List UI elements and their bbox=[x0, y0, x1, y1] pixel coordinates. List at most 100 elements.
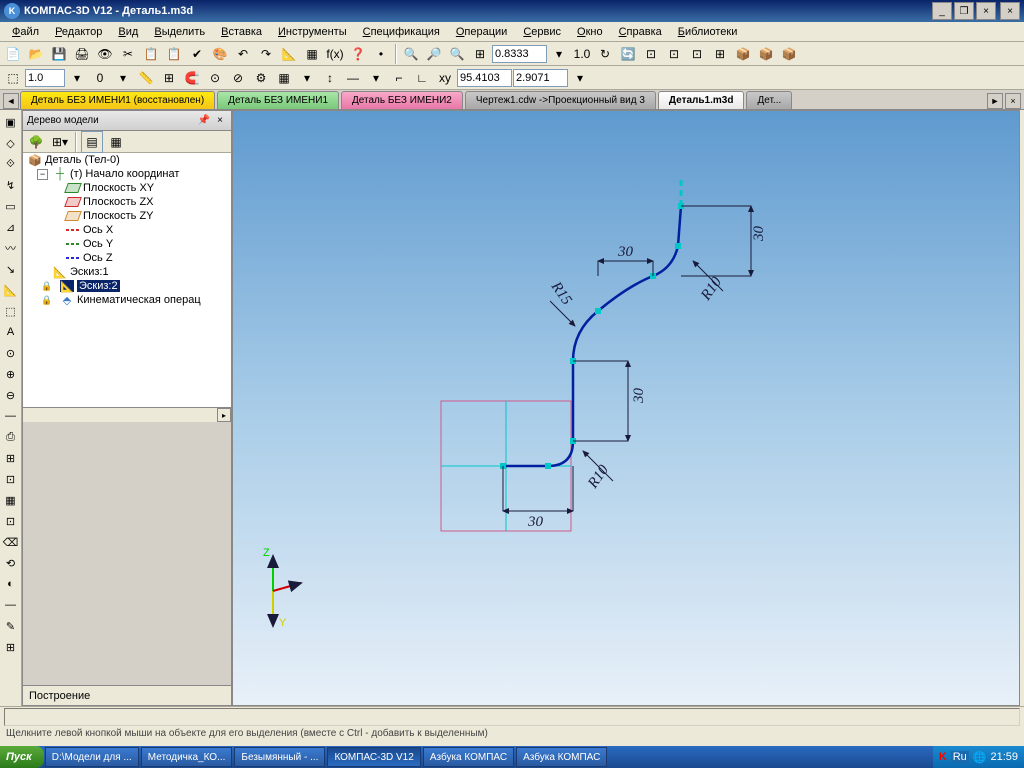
tree-kinematic-op[interactable]: 🔒⬘Кинематическая операц bbox=[23, 293, 231, 307]
scale-input[interactable] bbox=[25, 69, 65, 87]
doc-tab[interactable]: Деталь1.m3d bbox=[658, 91, 745, 109]
tree-close-button[interactable]: × bbox=[213, 114, 227, 128]
taskbar-item[interactable]: Азбука КОМПАС bbox=[516, 747, 607, 767]
tray-net-icon[interactable]: 🌐 bbox=[973, 751, 987, 764]
doc-tab[interactable]: Чертеж1.cdw ->Проекционный вид 3 bbox=[465, 91, 656, 109]
taskbar-item[interactable]: Азбука КОМПАС bbox=[423, 747, 514, 767]
toolbar-icon[interactable]: 1.0 bbox=[571, 43, 593, 65]
toolbar-icon[interactable]: ⊡ bbox=[640, 43, 662, 65]
doc-tab[interactable]: Дет... bbox=[746, 91, 792, 109]
toolbar-icon[interactable]: 📏 bbox=[135, 67, 157, 89]
toolbar-icon[interactable]: ⊘ bbox=[227, 67, 249, 89]
toolbar-icon[interactable]: ▦ bbox=[301, 43, 323, 65]
lefttool-icon[interactable]: ▦ bbox=[1, 490, 21, 510]
lefttool-icon[interactable]: — bbox=[1, 406, 21, 426]
toolbar-icon[interactable]: ❓ bbox=[347, 43, 369, 65]
secondary-close-button[interactable]: × bbox=[976, 2, 996, 20]
lefttool-icon[interactable]: ✎ bbox=[1, 616, 21, 636]
toolbar-icon[interactable]: ▾ bbox=[365, 67, 387, 89]
lefttool-icon[interactable]: ↘ bbox=[1, 259, 21, 279]
lefttool-icon[interactable]: ⬚ bbox=[1, 301, 21, 321]
tree-scroll-right[interactable]: ▸ bbox=[217, 408, 231, 422]
lefttool-icon[interactable]: ⊕ bbox=[1, 364, 21, 384]
toolbar-icon[interactable]: ✂ bbox=[117, 43, 139, 65]
toolbar-icon[interactable]: ⚙ bbox=[250, 67, 272, 89]
menu-операции[interactable]: Операции bbox=[448, 24, 515, 40]
toolbar-icon[interactable]: ∟ bbox=[411, 67, 433, 89]
toolbar-icon[interactable]: 🔍 bbox=[446, 43, 468, 65]
toolbar-icon[interactable]: 📐 bbox=[278, 43, 300, 65]
menu-справка[interactable]: Справка bbox=[611, 24, 670, 40]
lefttool-icon[interactable]: ▣ bbox=[1, 112, 21, 132]
lefttool-icon[interactable]: ⊿ bbox=[1, 217, 21, 237]
lefttool-icon[interactable]: ⊖ bbox=[1, 385, 21, 405]
menu-сервис[interactable]: Сервис bbox=[515, 24, 569, 40]
lefttool-icon[interactable]: ⊞ bbox=[1, 448, 21, 468]
tree-axis[interactable]: Ось Y bbox=[23, 237, 231, 251]
menu-редактор[interactable]: Редактор bbox=[47, 24, 110, 40]
doc-tab[interactable]: Деталь БЕЗ ИМЕНИ1 (восстановлен) bbox=[20, 91, 215, 109]
lefttool-icon[interactable]: ⊡ bbox=[1, 469, 21, 489]
toolbar-icon[interactable]: ▾ bbox=[112, 67, 134, 89]
menu-вставка[interactable]: Вставка bbox=[213, 24, 270, 40]
tree-plane[interactable]: Плоскость XY bbox=[23, 181, 231, 195]
menu-файл[interactable]: Файл bbox=[4, 24, 47, 40]
lefttool-icon[interactable]: ⊙ bbox=[1, 343, 21, 363]
system-tray[interactable]: K Ru 🌐 21:59 bbox=[933, 746, 1024, 768]
drawing-canvas[interactable]: 30303030R10R10R15ZY bbox=[232, 110, 1020, 706]
coord-y-input[interactable] bbox=[513, 69, 568, 87]
lefttool-icon[interactable]: 〰 bbox=[1, 238, 21, 258]
toolbar-icon[interactable]: ⌐ bbox=[388, 67, 410, 89]
toolbar-icon[interactable]: 📄 bbox=[2, 43, 24, 65]
tree-origin[interactable]: −┼(т) Начало координат bbox=[23, 167, 231, 181]
toolbar-icon[interactable]: ⊡ bbox=[686, 43, 708, 65]
toolbar-icon[interactable]: ⊞ bbox=[469, 43, 491, 65]
lefttool-icon[interactable]: 📐 bbox=[1, 280, 21, 300]
toolbar-icon[interactable]: xy bbox=[434, 67, 456, 89]
lefttool-icon[interactable]: ⌫ bbox=[1, 532, 21, 552]
tree-view2-icon[interactable]: ▦ bbox=[105, 131, 127, 153]
lefttool-icon[interactable]: — bbox=[1, 595, 21, 615]
toolbar-icon[interactable]: f(x) bbox=[324, 43, 346, 65]
lefttool-icon[interactable]: ▭ bbox=[1, 196, 21, 216]
toolbar-icon[interactable]: ⊡ bbox=[663, 43, 685, 65]
tree-expand-icon[interactable]: ⊞▾ bbox=[49, 131, 71, 153]
zoom-input[interactable] bbox=[492, 45, 547, 63]
minimize-button[interactable]: _ bbox=[932, 2, 952, 20]
menu-инструменты[interactable]: Инструменты bbox=[270, 24, 355, 40]
tree-mode-icon[interactable]: 🌳 bbox=[25, 131, 47, 153]
menu-спецификация[interactable]: Спецификация bbox=[355, 24, 448, 40]
taskbar-item[interactable]: Методичка_КО... bbox=[141, 747, 233, 767]
toolbar-icon[interactable]: 🔎 bbox=[423, 43, 445, 65]
menu-вид[interactable]: Вид bbox=[110, 24, 146, 40]
toolbar-icon[interactable]: ⊙ bbox=[204, 67, 226, 89]
taskbar-item[interactable]: КОМПАС-3D V12 bbox=[327, 747, 420, 767]
lefttool-icon[interactable]: ⊡ bbox=[1, 511, 21, 531]
toolbar-icon[interactable]: ✔ bbox=[186, 43, 208, 65]
toolbar-icon[interactable]: — bbox=[342, 67, 364, 89]
toolbar-icon[interactable]: 👁 bbox=[94, 43, 116, 65]
scale-dropdown[interactable]: ▾ bbox=[66, 67, 88, 89]
tree-sketch2[interactable]: 🔒📐Эскиз:2 bbox=[23, 279, 231, 293]
tree-axis[interactable]: Ось X bbox=[23, 223, 231, 237]
toolbar-icon[interactable]: ⊞ bbox=[709, 43, 731, 65]
toolbar-icon[interactable]: 🖨 bbox=[71, 43, 93, 65]
toolbar-icon[interactable]: 🔄 bbox=[617, 43, 639, 65]
toolbar-icon[interactable]: 📂 bbox=[25, 43, 47, 65]
toolbar-icon[interactable]: 📦 bbox=[778, 43, 800, 65]
tab-close[interactable]: × bbox=[1005, 93, 1021, 109]
taskbar-item[interactable]: Безымянный - ... bbox=[234, 747, 325, 767]
taskbar-item[interactable]: D:\Модели для ... bbox=[45, 747, 139, 767]
menu-окно[interactable]: Окно bbox=[569, 24, 611, 40]
tree-bottom-tab[interactable]: Построение bbox=[23, 685, 231, 705]
start-button[interactable]: Пуск bbox=[0, 746, 44, 768]
menu-библиотеки[interactable]: Библиотеки bbox=[670, 24, 746, 40]
tab-scroll-right[interactable]: ► bbox=[987, 93, 1003, 109]
lefttool-icon[interactable]: ⟲ bbox=[1, 553, 21, 573]
toolbar-icon[interactable]: 📋 bbox=[140, 43, 162, 65]
toolbar-icon[interactable]: • bbox=[370, 43, 392, 65]
coord-x-input[interactable] bbox=[457, 69, 512, 87]
toolbar-icon[interactable]: 📦 bbox=[755, 43, 777, 65]
tree-root[interactable]: 📦Деталь (Тел-0) bbox=[23, 153, 231, 167]
tree-sketch1[interactable]: 📐Эскиз:1 bbox=[23, 265, 231, 279]
